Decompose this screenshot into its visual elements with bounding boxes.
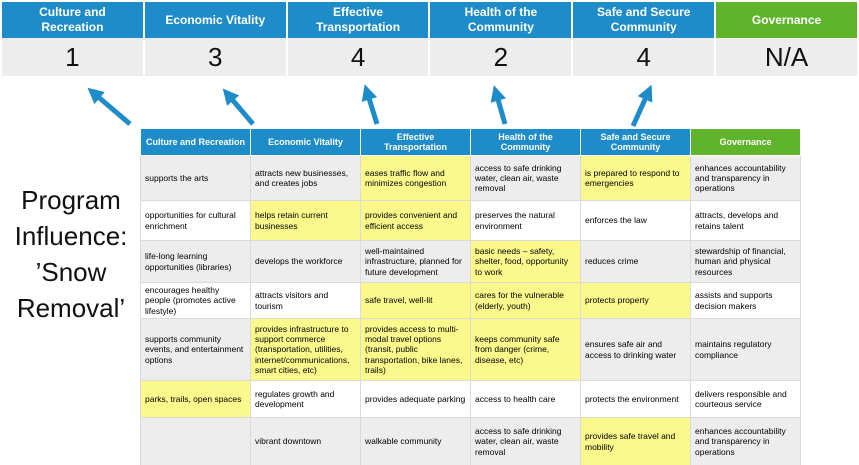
matrix-cell: provides adequate parking (360, 380, 471, 418)
matrix-cell: provides convenient and efficient access (360, 200, 471, 241)
matrix-cell: provides safe travel and mobility (580, 417, 691, 465)
matrix-cell: stewardship of financial, human and phys… (690, 240, 801, 283)
matrix-header-health: Health of the Community (470, 128, 581, 156)
program-influence-line: Program (21, 185, 121, 215)
matrix-cell: cares for the vulnerable (elderly, youth… (470, 282, 581, 319)
matrix-cell: parks, trails, open spaces (140, 380, 251, 418)
table-row: supports the arts attracts new businesses… (140, 155, 801, 201)
matrix-header-economic: Economic Vitality (250, 128, 361, 156)
summary-header: Economic Vitality (144, 2, 286, 38)
matrix-cell: supports community events, and entertain… (140, 318, 251, 381)
summary-header: Effective Transportation (287, 2, 429, 38)
matrix-cell: vibrant downtown (250, 417, 361, 465)
table-row: opportunities for cultural enrichment hel… (140, 200, 801, 241)
matrix-cell: walkable community (360, 417, 471, 465)
matrix-header-culture: Culture and Recreation (140, 128, 251, 156)
matrix-cell: enhances accountability and transparency… (690, 155, 801, 201)
matrix-cell: supports the arts (140, 155, 251, 201)
influence-arrow-economic (222, 88, 255, 126)
matrix-cell: access to health care (470, 380, 581, 418)
table-row: life-long learning opportunities (librar… (140, 240, 801, 283)
matrix-cell: develops the workforce (250, 240, 361, 283)
matrix-cell: attracts visitors and tourism (250, 282, 361, 319)
summary-score: 4 (573, 38, 715, 76)
matrix-cell: assists and supports decision makers (690, 282, 801, 319)
summary-header: Governance (716, 2, 857, 38)
summary-score: N/A (716, 38, 857, 76)
matrix-cell: provides infrastructure to support comme… (250, 318, 361, 381)
matrix-cell: preserves the natural environment (470, 200, 581, 241)
summary-col-safe-secure: Safe and Secure Community 4 (573, 2, 715, 76)
summary-col-effective-transportation: Effective Transportation 4 (287, 2, 429, 76)
matrix-cell: reduces crime (580, 240, 691, 283)
program-influence-matrix: Culture and Recreation Economic Vitality… (140, 128, 801, 465)
matrix-cell: provides access to multi-modal travel op… (360, 318, 471, 381)
summary-header: Health of the Community (430, 2, 572, 38)
matrix-cell: well-maintained infrastructure, planned … (360, 240, 471, 283)
matrix-cell: access to safe drinking water, clean air… (470, 417, 581, 465)
influence-arrow-health (490, 85, 508, 125)
summary-header: Safe and Secure Community (573, 2, 715, 38)
table-row: encourages healthy people (promotes acti… (140, 282, 801, 319)
matrix-cell: regulates growth and development (250, 380, 361, 418)
matrix-cell: eases traffic flow and minimizes congest… (360, 155, 471, 201)
matrix-cell: attracts, develops and retains talent (690, 200, 801, 241)
program-influence-label: Program Influence: ’Snow Removal’ (0, 182, 142, 326)
matrix-cell: protects the environment (580, 380, 691, 418)
table-row: supports community events, and entertain… (140, 318, 801, 381)
summary-bar: Culture and Recreation 1 Economic Vitali… (2, 2, 857, 76)
summary-score: 4 (287, 38, 429, 76)
program-influence-line: Removal’ (16, 293, 126, 323)
table-row: vibrant downtown walkable community access… (140, 417, 801, 465)
matrix-cell: protects property (580, 282, 691, 319)
influence-arrow-culture (87, 87, 132, 126)
summary-header: Culture and Recreation (2, 2, 143, 38)
matrix-cell: keeps community safe from danger (crime,… (470, 318, 581, 381)
matrix-cell: life-long learning opportunities (librar… (140, 240, 251, 283)
matrix-header-governance: Governance (690, 128, 801, 156)
program-influence-line: ’Snow (35, 257, 107, 287)
matrix-header-row: Culture and Recreation Economic Vitality… (140, 128, 801, 156)
matrix-cell: access to safe drinking water, clean air… (470, 155, 581, 201)
table-row: parks, trails, open spaces regulates grow… (140, 380, 801, 418)
matrix-cell: enhances accountability and transparency… (690, 417, 801, 465)
summary-score: 1 (2, 38, 143, 76)
matrix-cell: basic needs – safety, shelter, food, opp… (470, 240, 581, 283)
matrix-cell: maintains regulatory compliance (690, 318, 801, 381)
matrix-header-transportation: Effective Transportation (360, 128, 471, 156)
summary-score: 2 (430, 38, 572, 76)
program-influence-line: Influence: (14, 221, 128, 251)
matrix-body: supports the arts attracts new businesses… (140, 155, 801, 465)
influence-arrow-safe (630, 84, 653, 128)
summary-col-health-community: Health of the Community 2 (430, 2, 572, 76)
matrix-cell: ensures safe air and access to drinking … (580, 318, 691, 381)
summary-col-culture-recreation: Culture and Recreation 1 (2, 2, 143, 76)
matrix-cell: opportunities for cultural enrichment (140, 200, 251, 241)
matrix-cell: helps retain current businesses (250, 200, 361, 241)
summary-col-governance: Governance N/A (716, 2, 857, 76)
matrix-cell (140, 417, 251, 465)
matrix-cell: enforces the law (580, 200, 691, 241)
influence-arrow-transportation (361, 84, 380, 125)
summary-col-economic-vitality: Economic Vitality 3 (144, 2, 286, 76)
matrix-cell: delivers responsible and courteous servi… (690, 380, 801, 418)
matrix-header-safe: Safe and Secure Community (580, 128, 691, 156)
matrix-cell: safe travel, well-lit (360, 282, 471, 319)
matrix-cell: is prepared to respond to emergencies (580, 155, 691, 201)
summary-score: 3 (144, 38, 286, 76)
matrix-cell: attracts new businesses, and creates job… (250, 155, 361, 201)
matrix-cell: encourages healthy people (promotes acti… (140, 282, 251, 319)
